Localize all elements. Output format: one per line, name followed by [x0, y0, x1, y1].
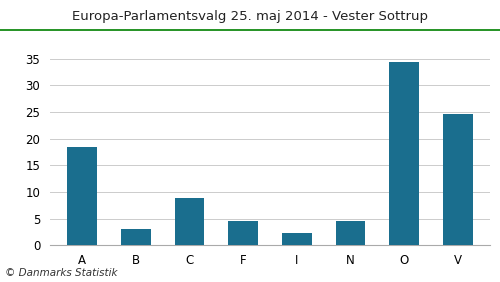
Bar: [443, 114, 472, 245]
Bar: [282, 233, 312, 245]
Text: © Danmarks Statistik: © Danmarks Statistik: [5, 268, 117, 278]
Bar: [175, 199, 204, 245]
Bar: [390, 62, 419, 245]
Text: Europa-Parlamentsvalg 25. maj 2014 - Vester Sottrup: Europa-Parlamentsvalg 25. maj 2014 - Ves…: [72, 10, 428, 23]
Bar: [228, 221, 258, 245]
Bar: [336, 221, 365, 245]
Bar: [68, 147, 97, 245]
Bar: [121, 229, 150, 245]
